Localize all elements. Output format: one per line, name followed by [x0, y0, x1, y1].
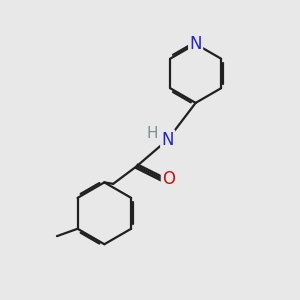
Text: N: N	[189, 35, 202, 53]
Text: N: N	[161, 131, 174, 149]
Text: O: O	[162, 170, 175, 188]
Text: H: H	[147, 126, 158, 141]
